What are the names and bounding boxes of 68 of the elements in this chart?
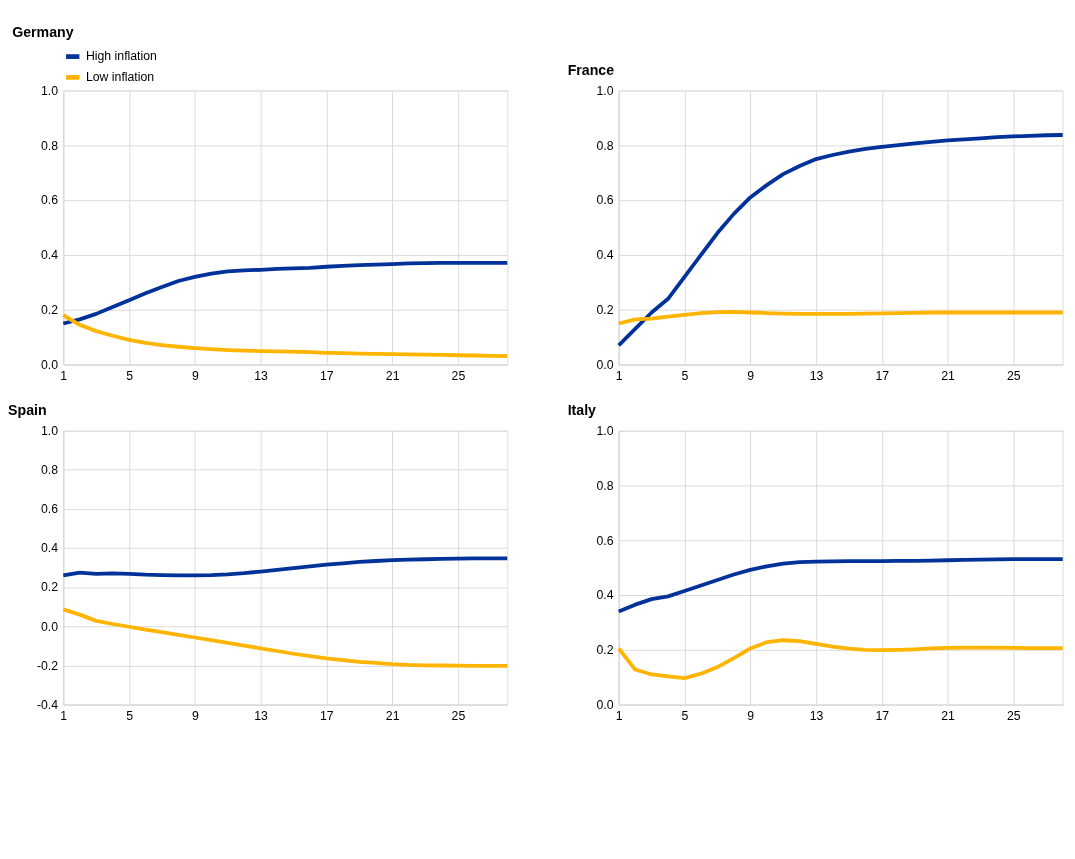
y-tick-label: 0.2	[41, 580, 59, 595]
y-tick-label: 0.2	[596, 643, 614, 658]
line-series	[616, 133, 1065, 348]
x-tick-label: 25	[451, 369, 466, 384]
legend-label: Low inflation	[85, 70, 155, 85]
line-series	[61, 556, 510, 578]
y-tick-label: 0.8	[41, 138, 59, 153]
line-series	[616, 638, 1065, 680]
y-tick-label: 0.4	[41, 248, 59, 263]
x-tick-label: 1	[615, 369, 623, 384]
y-tick-label: 0.0	[41, 619, 59, 634]
chart-title: Germany	[12, 23, 74, 40]
chart-title: Italy	[567, 401, 597, 418]
line-series	[616, 310, 1065, 326]
y-tick-label: -0.2	[36, 658, 59, 673]
x-tick-label: 21	[385, 709, 400, 724]
y-tick-label: 1.0	[41, 423, 59, 438]
y-tick-label: 1.0	[41, 83, 59, 98]
y-tick-label: 1.0	[596, 83, 614, 98]
chart-title: Spain	[8, 401, 47, 418]
line-series	[61, 313, 510, 358]
y-tick-label: 0.2	[596, 303, 614, 318]
x-tick-label: 25	[451, 709, 466, 724]
x-tick-label: 9	[191, 369, 199, 384]
x-tick-label: 21	[941, 369, 956, 384]
y-tick-label: 0.8	[596, 478, 614, 493]
x-tick-label: 5	[681, 709, 689, 724]
x-tick-label: 9	[191, 709, 199, 724]
y-tick-label: 0.6	[596, 533, 614, 548]
y-tick-label: 0.8	[596, 138, 614, 153]
y-tick-label: -0.4	[36, 697, 59, 712]
x-tick-label: 25	[1007, 709, 1021, 724]
x-tick-label: 21	[941, 709, 956, 724]
y-tick-label: 0.6	[41, 193, 59, 208]
y-tick-label: 0.6	[596, 193, 614, 208]
x-tick-label: 13	[254, 369, 269, 384]
y-tick-label: 0.0	[596, 357, 614, 372]
y-tick-label: 0.6	[41, 502, 59, 517]
y-tick-label: 0.4	[596, 248, 614, 263]
y-tick-label: 0.0	[596, 697, 614, 712]
x-tick-label: 21	[385, 369, 400, 384]
x-tick-label: 17	[320, 369, 334, 384]
x-tick-label: 13	[809, 369, 824, 384]
y-tick-label: 0.0	[41, 357, 59, 372]
y-tick-label: 0.4	[41, 541, 59, 556]
x-tick-label: 13	[254, 709, 269, 724]
line-series	[61, 261, 510, 326]
x-tick-label: 5	[126, 369, 134, 384]
x-tick-label: 17	[875, 709, 890, 724]
y-tick-label: 1.0	[596, 423, 614, 438]
x-tick-label: 25	[1007, 369, 1021, 384]
y-tick-label: 0.8	[41, 463, 59, 478]
x-tick-label: 17	[320, 709, 334, 724]
x-tick-label: 9	[747, 369, 755, 384]
line-series	[616, 557, 1065, 614]
legend-label: High inflation	[85, 49, 158, 64]
x-tick-label: 17	[875, 369, 890, 384]
chart-title: France	[567, 61, 615, 78]
y-tick-label: 0.4	[596, 588, 614, 603]
x-tick-label: 1	[615, 709, 623, 724]
x-tick-label: 9	[747, 709, 755, 724]
line-series	[61, 607, 510, 668]
x-tick-label: 1	[60, 709, 68, 724]
x-tick-label: 5	[126, 709, 134, 724]
y-tick-label: 0.2	[41, 303, 59, 318]
x-tick-label: 5	[681, 369, 689, 384]
x-tick-label: 13	[809, 709, 824, 724]
x-tick-label: 1	[60, 369, 68, 384]
